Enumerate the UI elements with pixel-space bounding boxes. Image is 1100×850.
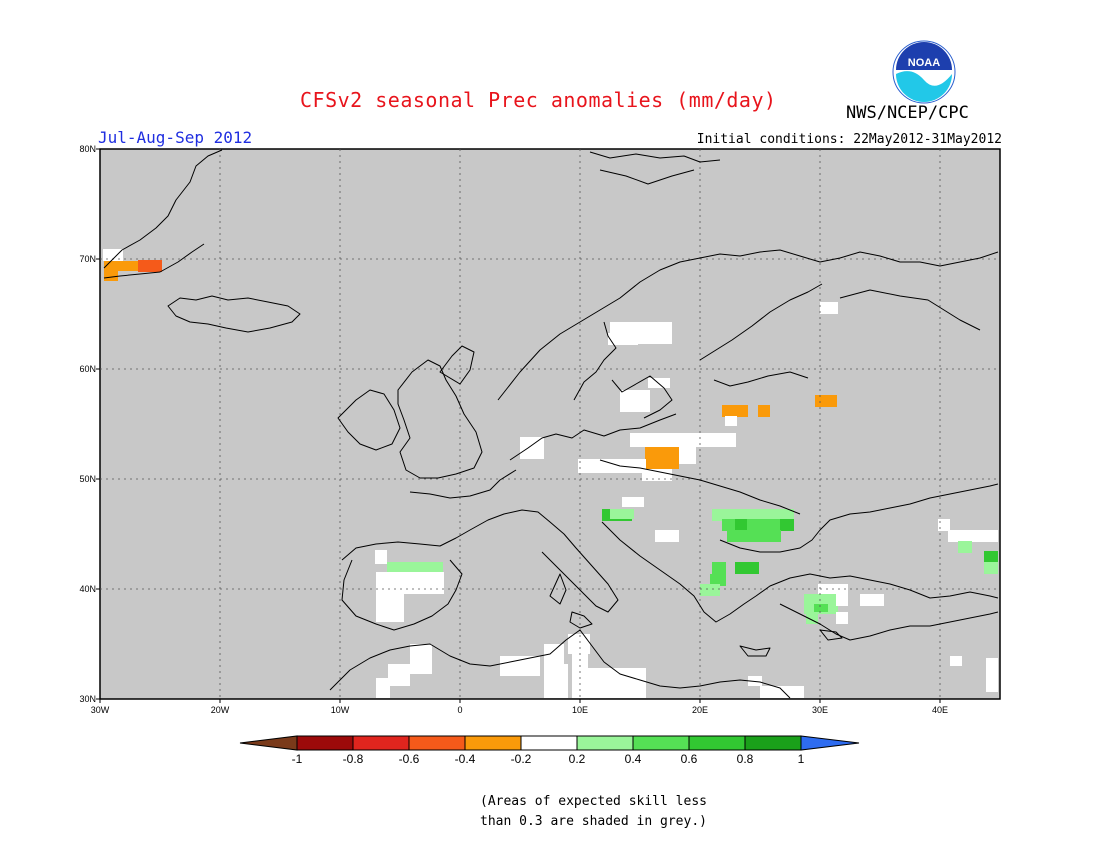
anomaly-cells — [103, 249, 998, 698]
legend-label: 0.6 — [681, 752, 698, 766]
brand-label: NWS/NCEP/CPC — [846, 103, 969, 123]
legend-low-arrow — [239, 735, 298, 751]
legend-bin — [352, 735, 410, 751]
skill-footnote: (Areas of expected skill less than 0.3 a… — [480, 792, 707, 832]
map-frame — [99, 148, 1001, 700]
lat-tick-label: 30N — [79, 694, 96, 704]
legend-bin — [520, 735, 578, 751]
legend-label: 0.4 — [625, 752, 642, 766]
logo-text: NOAA — [908, 57, 940, 69]
init-conditions-label: Initial conditions: 22May2012-31May2012 — [696, 132, 1002, 147]
lon-tick-label: 10E — [572, 705, 588, 715]
legend-label: -1 — [292, 752, 303, 766]
lon-tick-label: 0 — [457, 705, 462, 715]
footnote-line-2: than 0.3 are shaded in grey.) — [480, 814, 707, 829]
legend-bin — [632, 735, 690, 751]
lat-axis: 80N 70N 60N 50N 40N 30N — [79, 144, 100, 704]
legend-label: 0.2 — [569, 752, 586, 766]
chart-title: CFSv2 seasonal Prec anomalies (mm/day) — [300, 88, 777, 112]
legend-label: 1 — [798, 752, 805, 766]
legend-high-arrow — [800, 735, 860, 751]
grid-lines — [100, 149, 1000, 699]
lon-tick-label: 30W — [91, 705, 110, 715]
lon-tick-label: 20E — [692, 705, 708, 715]
legend-bin — [576, 735, 634, 751]
season-label: Jul-Aug-Sep 2012 — [98, 128, 253, 147]
legend-bin — [688, 735, 746, 751]
legend-label: -0.6 — [399, 752, 420, 766]
legend-label: -0.4 — [455, 752, 476, 766]
legend-bin — [296, 735, 354, 751]
legend-bin — [744, 735, 802, 751]
lon-tick-label: 20W — [211, 705, 230, 715]
lat-tick-label: 40N — [79, 584, 96, 594]
lat-tick-label: 60N — [79, 364, 96, 374]
lat-tick-label: 80N — [79, 144, 96, 154]
lon-tick-label: 10W — [331, 705, 350, 715]
lon-tick-label: 40E — [932, 705, 948, 715]
coastlines — [103, 149, 999, 699]
footnote-line-1: (Areas of expected skill less — [480, 794, 707, 809]
legend-label: 0.8 — [737, 752, 754, 766]
legend-label: -0.2 — [511, 752, 532, 766]
legend-bin — [464, 735, 522, 751]
lat-tick-label: 70N — [79, 254, 96, 264]
lat-tick-label: 50N — [79, 474, 96, 484]
lon-tick-label: 30E — [812, 705, 828, 715]
lon-axis: 30W 20W 10W 0 10E 20E 30E 40E — [91, 699, 948, 715]
legend-label: -0.8 — [343, 752, 364, 766]
noaa-logo-icon: NOAA — [892, 40, 956, 104]
legend-bin — [408, 735, 466, 751]
